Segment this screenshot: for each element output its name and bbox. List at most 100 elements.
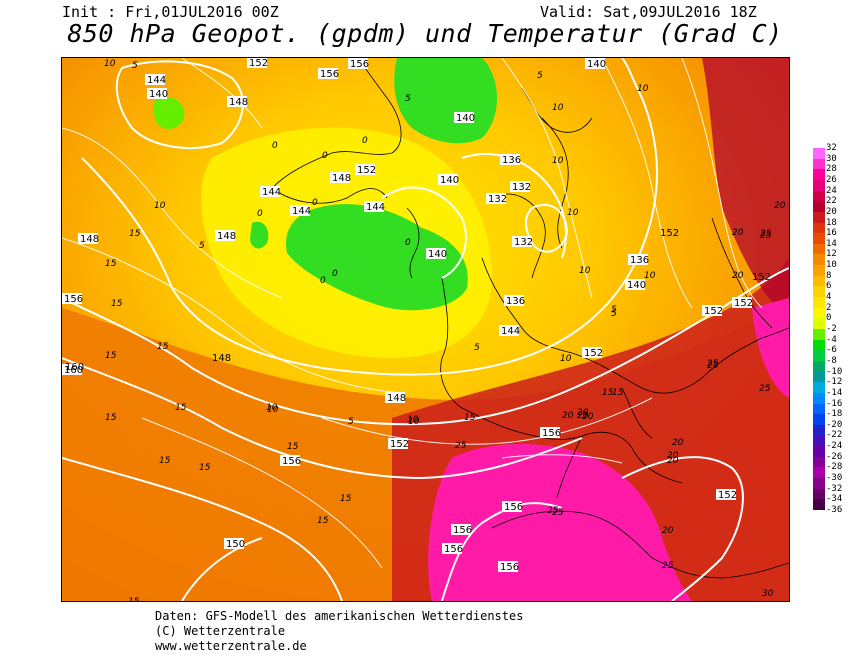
- legend-tick-label: 10: [826, 260, 837, 271]
- temp-label: 15: [602, 388, 614, 398]
- legend-swatch: [813, 233, 825, 245]
- temp-label: 0: [332, 269, 338, 279]
- cold-spot: [153, 96, 185, 130]
- legend-tick-label: -2: [826, 324, 837, 334]
- geo-label: 148: [80, 234, 99, 245]
- legend-swatch: [813, 382, 825, 394]
- coastlines: [271, 58, 789, 579]
- temp-label: 20: [662, 526, 674, 536]
- geo-label: 144: [366, 202, 385, 213]
- legend-swatch: [813, 179, 825, 192]
- legend-swatch: [813, 169, 825, 181]
- website-link[interactable]: www.wetterzentrale.de: [155, 639, 307, 653]
- legend-tick-label: -26: [826, 451, 843, 462]
- geo-label: 150: [226, 539, 245, 550]
- temp-label: 0: [320, 276, 326, 286]
- legend-swatch: [813, 265, 825, 277]
- legend-swatch: [813, 446, 825, 458]
- geo-label: 156: [453, 525, 472, 536]
- geo-label: 148: [212, 353, 231, 364]
- very-hot-east: [752, 298, 789, 398]
- temp-label: 10: [579, 266, 591, 276]
- temp-label: 0: [257, 209, 263, 219]
- legend-swatch: [813, 297, 825, 309]
- geo-label: 152: [718, 490, 737, 501]
- legend-swatch: [813, 222, 825, 234]
- copyright: (C) Wetterzentrale: [155, 624, 286, 638]
- geo-label: 144: [292, 206, 311, 217]
- legend-tick-label: -36: [826, 505, 843, 515]
- legend-swatch: [813, 307, 825, 319]
- temp-label: 20: [732, 271, 744, 281]
- temp-label: 10: [266, 403, 278, 413]
- temp-label: 20: [732, 228, 744, 238]
- temp-label: 10: [552, 103, 564, 113]
- temp-label: 20: [667, 451, 679, 461]
- legend-tick-label: 14: [826, 238, 837, 249]
- temp-label: 10: [560, 354, 572, 364]
- legend-swatch: [813, 403, 825, 415]
- init-time: Init : Fri,01JUL2016 00Z: [62, 3, 279, 21]
- geo-label: 156: [504, 502, 523, 513]
- legend-tick-label: -16: [826, 398, 843, 409]
- geo-label: 136: [506, 296, 525, 307]
- temp-label: 5: [132, 61, 138, 71]
- legend-tick-label: 2: [826, 302, 832, 313]
- legend-swatch: [813, 201, 825, 213]
- legend-swatch: [813, 456, 825, 468]
- geo-label: 160: [64, 365, 83, 376]
- legend-swatch: [813, 211, 825, 224]
- temp-label: 10: [552, 156, 564, 166]
- legend-tick-label: 28: [826, 164, 837, 175]
- very-hot-north-africa: [428, 443, 692, 601]
- temp-label: 25: [760, 229, 772, 239]
- legend-swatch: [813, 371, 825, 383]
- temp-label: 25: [662, 561, 674, 571]
- geo-label: 152: [704, 306, 723, 317]
- legend-swatch: [813, 158, 825, 170]
- temp-label: 25: [547, 506, 559, 516]
- temp-label: 25: [707, 361, 719, 371]
- legend-tick-label: -8: [826, 355, 837, 366]
- legend-swatch: [813, 360, 825, 373]
- legend-tick-label: -30: [826, 473, 843, 484]
- geo-label: 140: [587, 59, 606, 70]
- temp-label: 5: [474, 343, 480, 353]
- geo-label: 152: [584, 348, 603, 359]
- legend-swatch: [813, 339, 825, 351]
- geo-label: 156: [500, 562, 519, 573]
- temp-label: 20: [577, 411, 589, 421]
- geo-label: 152: [390, 439, 409, 450]
- geo-label: 140: [149, 89, 168, 100]
- legend-tick-label: -12: [826, 377, 843, 388]
- legend-tick-label: 16: [826, 228, 837, 239]
- legend-swatch: [813, 488, 825, 500]
- geo-label: 136: [630, 255, 649, 266]
- map-canvas: 144 140 148 152 156 140 144 148 144 152 …: [62, 58, 789, 601]
- legend-tick-label: 22: [826, 196, 837, 207]
- weather-map: 144 140 148 152 156 140 144 148 144 152 …: [61, 57, 790, 602]
- temp-label: 15: [199, 463, 211, 473]
- temp-label: 10: [267, 405, 279, 415]
- legend-swatch: [813, 350, 825, 362]
- geo-label: 140: [428, 249, 447, 260]
- temp-label: 0: [405, 238, 411, 248]
- temp-label: 15: [105, 413, 117, 423]
- legend-swatch: [813, 275, 825, 287]
- chart-title: 850 hPa Geopot. (gpdm) und Temperatur (G…: [67, 19, 783, 48]
- east-hot-zone: [702, 58, 789, 318]
- geo-label: 156: [444, 544, 463, 555]
- legend-swatch: [813, 435, 825, 447]
- legend-tick-label: 12: [826, 249, 837, 260]
- geo-label: 152: [357, 165, 376, 176]
- geo-label: 156: [282, 456, 301, 467]
- legend-tick-label: -18: [826, 409, 843, 420]
- temp-label: 25: [707, 359, 719, 369]
- legend-tick-label: 4: [826, 292, 832, 303]
- legend-tick-label: -22: [826, 430, 843, 441]
- temp-label: 25: [760, 231, 772, 241]
- valid-time: Valid: Sat,09JUL2016 18Z: [540, 3, 757, 21]
- temp-label: 10: [104, 59, 116, 69]
- temp-label: 5: [611, 305, 617, 315]
- legend-tick-label: 0: [826, 313, 832, 324]
